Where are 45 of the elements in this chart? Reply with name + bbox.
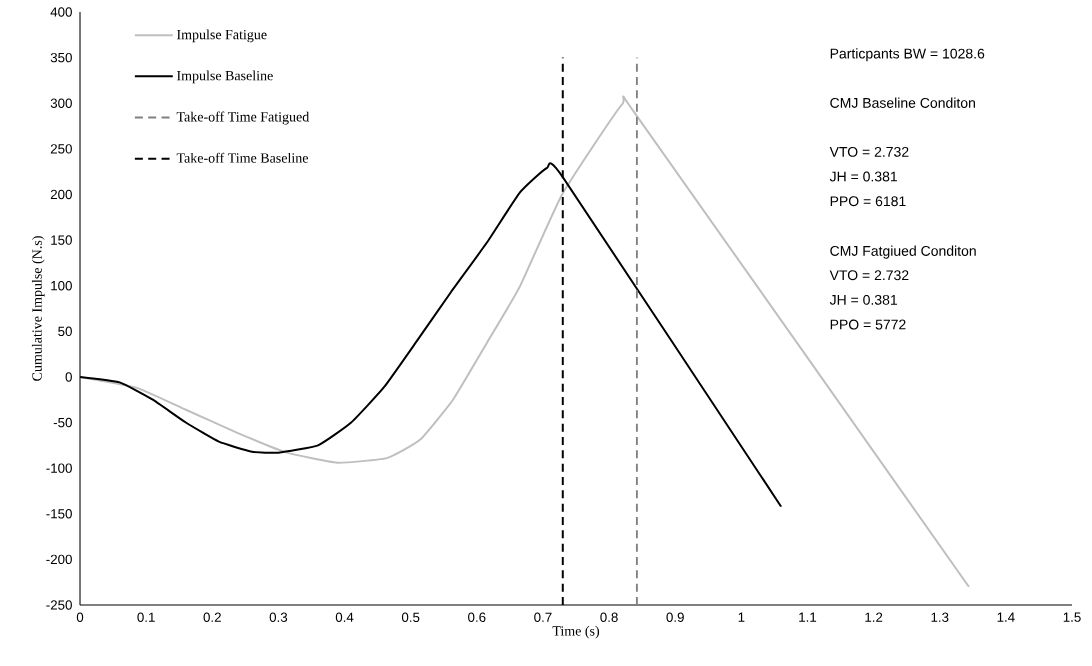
x-tick-label: 1.5 [1063, 612, 1081, 622]
annotation: VTO = 2.732 [829, 270, 909, 281]
annotation: PPO = 5772 [830, 319, 906, 330]
legend-label: Take-off Time Fatigued [176, 111, 310, 125]
y-tick-label: 0 [65, 372, 72, 382]
y-tick-label: 100 [51, 280, 72, 291]
y-tick-label: -150 [46, 509, 72, 519]
x-tick-label: 1.2 [865, 612, 883, 622]
x-axis-title: Time (s) [552, 625, 600, 639]
x-tick-label: 0.5 [401, 612, 420, 622]
y-tick-label: 300 [50, 98, 72, 108]
y-tick-label: 200 [50, 189, 72, 200]
y-tick-label: 250 [50, 144, 72, 154]
annotation: Particpants BW = 1028.6 [830, 48, 985, 62]
y-axis-title: Cumulative Impulse (N.s) [31, 236, 45, 381]
y-tick-label: -50 [53, 417, 72, 428]
x-tick-label: 1 [738, 612, 745, 622]
legend-label: Take-off Time Baseline [176, 152, 308, 163]
x-tick-label: 1.1 [799, 612, 817, 622]
legend-label: Impulse Baseline [176, 70, 273, 84]
x-tick-label: 0 [76, 612, 84, 622]
x-tick-label: 0.4 [335, 612, 354, 622]
x-tick-label: 1.4 [997, 612, 1015, 622]
annotation: JH = 0.381 [829, 171, 897, 182]
y-tick-label: 400 [50, 7, 72, 17]
y-tick-label: -250 [46, 600, 72, 610]
x-tick-label: 0.2 [203, 612, 221, 622]
x-tick-label: 0.6 [468, 612, 486, 622]
annotation: CMJ Fatgiued Conditon [830, 245, 976, 259]
y-tick-label: -100 [46, 463, 72, 473]
legend-label: Impulse Fatigue [176, 29, 267, 43]
annotation: PPO = 6181 [830, 196, 906, 207]
annotation: JH = 0.381 [829, 294, 897, 305]
y-tick-label: -200 [46, 554, 72, 565]
y-tick-label: 50 [58, 326, 72, 337]
x-tick-label: 0.8 [600, 612, 618, 622]
x-tick-label: 0.1 [137, 612, 155, 622]
y-tick-label: 350 [50, 52, 72, 63]
x-tick-label: 0.3 [269, 612, 288, 622]
x-tick-label: 0.9 [666, 612, 684, 622]
y-tick-label: 150 [51, 235, 72, 245]
x-tick-label: 0.7 [534, 612, 552, 622]
annotation: CMJ Baseline Conditon [830, 97, 975, 108]
annotation: VTO = 2.732 [829, 146, 909, 157]
x-tick-label: 1.3 [931, 612, 949, 622]
